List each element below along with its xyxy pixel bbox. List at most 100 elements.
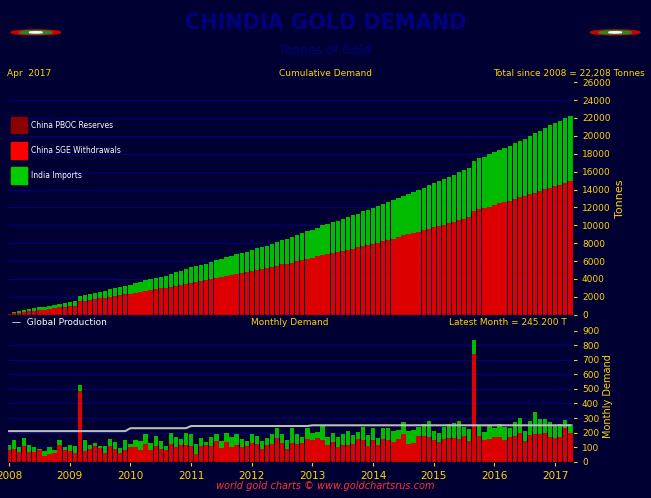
- Bar: [320, 255, 325, 315]
- Bar: [219, 277, 223, 315]
- Bar: [179, 439, 183, 445]
- Bar: [128, 285, 133, 294]
- Bar: [568, 424, 572, 433]
- Bar: [27, 445, 31, 452]
- Bar: [406, 431, 411, 444]
- Bar: [417, 436, 421, 462]
- Bar: [311, 230, 314, 257]
- Bar: [103, 290, 107, 297]
- Bar: [512, 199, 517, 315]
- Bar: [11, 142, 27, 158]
- Bar: [442, 179, 446, 225]
- Bar: [73, 306, 77, 315]
- Bar: [386, 240, 391, 315]
- Bar: [411, 443, 416, 462]
- Bar: [411, 430, 416, 443]
- Bar: [426, 421, 431, 437]
- Bar: [553, 426, 557, 438]
- Bar: [93, 292, 97, 299]
- Bar: [199, 265, 203, 281]
- Bar: [62, 447, 67, 450]
- Bar: [17, 311, 21, 313]
- Bar: [48, 306, 51, 309]
- Bar: [371, 244, 375, 315]
- Bar: [366, 435, 370, 446]
- Bar: [174, 447, 178, 462]
- Bar: [422, 188, 426, 230]
- Bar: [133, 293, 137, 315]
- Bar: [543, 189, 547, 315]
- Bar: [457, 172, 462, 220]
- Bar: [553, 124, 557, 186]
- Bar: [391, 431, 396, 442]
- Bar: [543, 128, 547, 189]
- Bar: [163, 450, 168, 462]
- Bar: [477, 158, 482, 209]
- Bar: [77, 385, 82, 390]
- Bar: [326, 445, 330, 462]
- Bar: [234, 434, 239, 445]
- Bar: [225, 433, 229, 442]
- Bar: [189, 434, 193, 446]
- Bar: [447, 177, 451, 223]
- Bar: [73, 301, 77, 306]
- Bar: [361, 212, 365, 246]
- Bar: [335, 221, 340, 251]
- Bar: [300, 234, 305, 260]
- Bar: [270, 267, 274, 315]
- Bar: [249, 250, 254, 271]
- Bar: [290, 427, 294, 443]
- Bar: [533, 412, 537, 434]
- Text: Cumulative Demand: Cumulative Demand: [279, 69, 372, 78]
- Circle shape: [599, 31, 631, 34]
- Bar: [452, 175, 456, 222]
- Bar: [133, 447, 137, 462]
- Bar: [270, 434, 274, 444]
- Bar: [83, 451, 87, 462]
- Bar: [27, 452, 31, 462]
- Bar: [143, 434, 148, 444]
- Bar: [77, 296, 82, 301]
- Bar: [533, 133, 537, 193]
- Bar: [518, 418, 522, 433]
- Bar: [538, 191, 542, 315]
- Bar: [315, 256, 320, 315]
- Bar: [260, 269, 264, 315]
- Bar: [477, 209, 482, 315]
- Bar: [179, 285, 183, 315]
- Bar: [422, 424, 426, 436]
- Bar: [376, 445, 380, 462]
- Bar: [346, 431, 350, 445]
- Bar: [492, 205, 497, 315]
- Bar: [391, 200, 396, 239]
- Bar: [285, 264, 289, 315]
- Bar: [346, 445, 350, 462]
- Bar: [346, 249, 350, 315]
- Bar: [305, 428, 309, 439]
- Bar: [457, 220, 462, 315]
- Bar: [204, 442, 208, 445]
- Bar: [386, 202, 391, 240]
- Bar: [260, 449, 264, 462]
- Bar: [548, 422, 552, 437]
- Bar: [113, 296, 117, 315]
- Bar: [548, 437, 552, 462]
- Bar: [417, 427, 421, 436]
- Bar: [528, 421, 532, 435]
- Bar: [204, 264, 208, 280]
- Bar: [340, 250, 345, 315]
- Bar: [366, 446, 370, 462]
- Bar: [275, 438, 279, 462]
- Text: —  Global Production: — Global Production: [12, 318, 107, 327]
- Text: India Imports: India Imports: [31, 171, 81, 180]
- Bar: [148, 290, 153, 315]
- Bar: [52, 305, 57, 308]
- Bar: [457, 421, 462, 439]
- Bar: [563, 428, 568, 462]
- Bar: [320, 425, 325, 440]
- Bar: [270, 444, 274, 462]
- Bar: [249, 444, 254, 462]
- Bar: [133, 440, 137, 447]
- Bar: [12, 312, 16, 313]
- Bar: [154, 446, 158, 462]
